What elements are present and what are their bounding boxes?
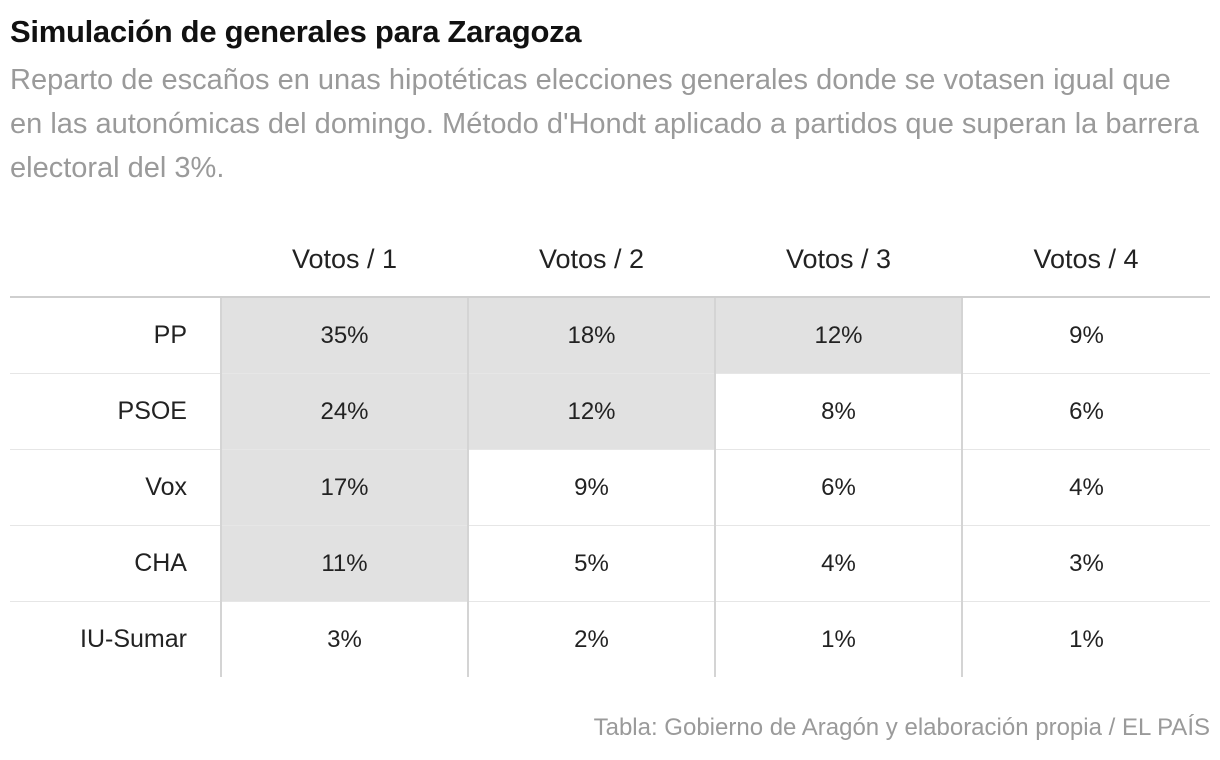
quotient-cell: 11%	[220, 525, 468, 602]
column-header: Votos / 3	[715, 222, 962, 298]
header-row: Votos / 1 Votos / 2 Votos / 3 Votos / 4	[10, 222, 1210, 298]
source-note: Tabla: Gobierno de Aragón y elaboración …	[593, 714, 1210, 741]
column-header: Votos / 1	[221, 222, 468, 298]
quotient-cell: 1%	[961, 601, 1210, 677]
quotient-cell: 4%	[714, 525, 962, 602]
quotient-cell: 6%	[961, 373, 1210, 450]
quotient-cell: 4%	[961, 449, 1210, 526]
quotient-cell: 35%	[220, 297, 468, 374]
table-row-iu-sumar: IU-Sumar 3% 2% 1% 1%	[10, 601, 1210, 677]
chart-subtitle: Reparto de escaños en unas hipotéticas e…	[10, 64, 1199, 184]
table-row-vox: Vox 17% 9% 6% 4%	[10, 449, 1210, 526]
header-party-column	[10, 222, 221, 298]
quotient-cell: 17%	[220, 449, 468, 526]
quotient-cell: 12%	[714, 297, 962, 374]
quotient-cell: 18%	[467, 297, 715, 374]
party-label: IU-Sumar	[80, 625, 187, 653]
quotient-cell: 9%	[467, 449, 715, 526]
dhondt-table-container: Votos / 1 Votos / 2 Votos / 3 Votos / 4 …	[10, 222, 1210, 677]
quotient-cell: 6%	[714, 449, 962, 526]
quotient-cell: 1%	[714, 601, 962, 677]
party-label: Vox	[10, 449, 221, 526]
table-row-pp: PP 35% 18% 12% 9%	[10, 297, 1210, 374]
quotient-cell: 24%	[220, 373, 468, 450]
quotient-cell: 9%	[961, 297, 1210, 374]
quotient-cell: 2%	[467, 601, 715, 677]
quotient-cell: 3%	[961, 525, 1210, 602]
party-label: PSOE	[10, 373, 221, 450]
quotient-cell: 3%	[220, 601, 468, 677]
table-row-cha: CHA 11% 5% 4% 3%	[10, 525, 1210, 602]
column-header: Votos / 4	[962, 222, 1210, 298]
column-header: Votos / 2	[468, 222, 715, 298]
quotient-cell: 5%	[467, 525, 715, 602]
party-label: CHA	[10, 525, 221, 602]
party-label: PP	[10, 297, 221, 374]
quotient-cell: 12%	[467, 373, 715, 450]
dhondt-table: Votos / 1 Votos / 2 Votos / 3 Votos / 4 …	[10, 222, 1210, 677]
table-row-psoe: PSOE 24% 12% 8% 6%	[10, 373, 1210, 450]
quotient-cell: 8%	[714, 373, 962, 450]
chart-title: Simulación de generales para Zaragoza	[10, 14, 582, 49]
